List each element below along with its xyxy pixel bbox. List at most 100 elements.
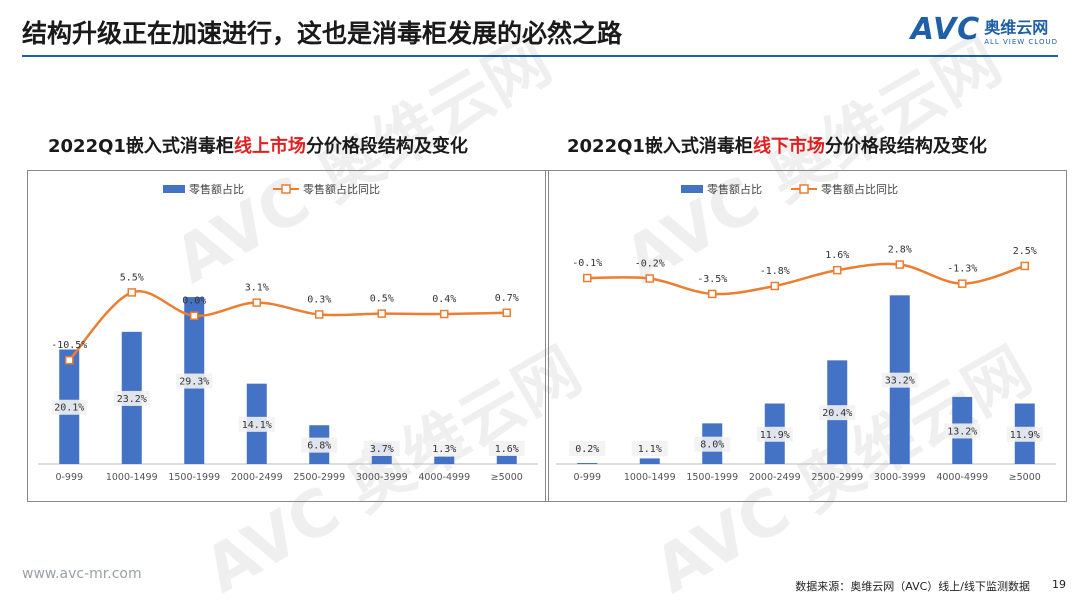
bar-data-label: 11.9% <box>1010 430 1040 441</box>
x-tick-label: 2000-2499 <box>231 472 283 483</box>
chart-title-pre: 2022Q1嵌入式消毒柜 <box>567 136 753 157</box>
legend-bar-swatch <box>681 185 703 193</box>
chart-title-highlight: 线上市场 <box>233 136 306 157</box>
x-tick-label: 1000-1499 <box>624 472 676 483</box>
data-source-note: 数据来源：奥维云网（AVC）线上/线下监测数据 <box>795 580 1030 593</box>
line-data-label: 3.1% <box>245 283 269 294</box>
logo-cn-text: 奥维云网 <box>984 17 1049 37</box>
legend-bar-swatch <box>163 185 185 193</box>
bar <box>577 462 598 464</box>
line-point <box>127 288 136 297</box>
page-number: 19 <box>1052 578 1066 591</box>
chart-title-highlight: 线下市场 <box>752 136 825 157</box>
bar <box>434 456 455 464</box>
legend-line-marker <box>799 184 809 194</box>
bar-label-bg <box>819 405 856 421</box>
line-data-label: 0.4% <box>432 294 456 305</box>
line-data-label: -1.8% <box>760 266 790 277</box>
line-point <box>315 310 324 319</box>
line-point <box>252 298 261 307</box>
legend-line-label: 零售额占比同比 <box>821 182 898 196</box>
x-tick-label: ≥5000 <box>1009 472 1041 483</box>
line-data-label: -1.3% <box>947 264 977 275</box>
x-tick-label: 1000-1499 <box>106 472 158 483</box>
bar-label-bg <box>176 373 213 389</box>
logo-en-text: ALL VIEW CLOUD <box>984 37 1058 46</box>
x-tick-label: 2500-2999 <box>293 472 345 483</box>
chart-title-offline: 2022Q1嵌入式消毒柜线下市场分价格段结构及变化 <box>567 132 987 158</box>
line-data-label: 0.7% <box>495 293 519 304</box>
bar-data-label: 6.8% <box>307 441 331 452</box>
line-data-label: 2.5% <box>1013 246 1037 257</box>
bar-label-bg <box>1006 426 1043 442</box>
bar <box>496 454 517 464</box>
line-data-label: -10.5% <box>51 340 87 351</box>
line-point <box>645 274 654 283</box>
bar-data-label: 1.3% <box>432 444 456 455</box>
line-point <box>190 311 199 320</box>
chart-title-online: 2022Q1嵌入式消毒柜线上市场分价格段结构及变化 <box>48 132 468 158</box>
page-title: 结构升级正在加速进行，这也是消毒柜发展的必然之路 <box>22 19 623 48</box>
x-tick-label: 2000-2499 <box>749 472 801 483</box>
bar-data-label: 29.3% <box>179 377 209 388</box>
x-tick-label: 0-999 <box>573 472 601 483</box>
bar-label-bg <box>569 441 606 456</box>
line-point <box>583 273 592 283</box>
footer-url: www.avc-mr.com <box>22 566 142 582</box>
title-divider <box>22 55 1058 57</box>
x-tick-label: 1500-1999 <box>168 472 220 483</box>
line-data-label: -0.2% <box>635 259 665 270</box>
line-point <box>895 260 904 269</box>
x-tick-label: 0-999 <box>55 472 83 483</box>
bar-data-label: 33.2% <box>885 376 915 387</box>
line-point <box>708 289 717 299</box>
bar-data-label: 11.9% <box>760 430 790 441</box>
bar-label-bg <box>756 426 793 442</box>
legend-bar-label: 零售额占比 <box>707 182 762 196</box>
x-tick-label: 2500-2999 <box>811 472 863 483</box>
bar-data-label: 14.1% <box>242 420 272 431</box>
x-tick-label: 3000-3999 <box>874 472 926 483</box>
line-data-label: 2.8% <box>888 245 912 256</box>
bar-data-label: 1.1% <box>638 444 662 455</box>
bar-label-bg <box>301 437 338 453</box>
chart-online: 零售额占比 零售额占比同比 20.1% 0-999 23.2% 1000-1499 29.3… <box>27 170 549 502</box>
line-point <box>770 281 779 291</box>
line-point <box>377 309 386 318</box>
line-data-label: -0.1% <box>572 258 602 269</box>
bar-data-label: 0.2% <box>575 444 599 455</box>
bar-label-bg <box>363 441 400 456</box>
bar-label-bg <box>426 441 463 456</box>
bar-label-bg <box>488 441 525 456</box>
bar-label-bg <box>51 399 88 415</box>
x-tick-label: ≥5000 <box>491 472 523 483</box>
line-point <box>440 309 449 319</box>
chart-legend: 零售额占比 零售额占比同比 <box>163 182 380 196</box>
line-point <box>65 355 74 365</box>
avc-logo: AVC 奥维云网 ALL VIEW CLOUD <box>911 12 1058 47</box>
chart-legend: 零售额占比 零售额占比同比 <box>681 182 898 196</box>
bar-data-label: 23.2% <box>117 394 147 405</box>
chart-offline-svg: 零售额占比 零售额占比同比 0.2% 0-999 1.1% 1000-1499 8.0% 15… <box>556 182 1056 483</box>
bar-label-bg <box>694 436 731 452</box>
line-data-label: 0.3% <box>307 294 331 305</box>
line-data-label: -3.5% <box>697 274 727 285</box>
bar-label-bg <box>113 390 150 406</box>
legend-bar-label: 零售额占比 <box>189 182 244 196</box>
legend-line-marker <box>281 184 291 194</box>
bar-label-bg <box>631 441 668 456</box>
bar-data-label: 20.4% <box>822 408 852 419</box>
bar-label-bg <box>881 372 918 388</box>
x-tick-label: 1500-1999 <box>686 472 738 483</box>
bar-data-label: 1.6% <box>495 444 519 455</box>
chart-title-post: 分价格段结构及变化 <box>824 136 987 157</box>
x-tick-label: 3000-3999 <box>356 472 408 483</box>
x-tick-label: 4000-4999 <box>418 472 470 483</box>
x-tick-label: 4000-4999 <box>936 472 988 483</box>
logo-cn-block: 奥维云网 ALL VIEW CLOUD <box>984 14 1058 46</box>
logo-avc-text: AVC <box>910 12 981 47</box>
chart-online-svg: 零售额占比 零售额占比同比 20.1% 0-999 23.2% 1000-1499 29.3… <box>38 182 538 483</box>
line-data-label: 1.6% <box>825 250 849 261</box>
line-point <box>958 279 967 288</box>
line-point <box>833 265 842 275</box>
